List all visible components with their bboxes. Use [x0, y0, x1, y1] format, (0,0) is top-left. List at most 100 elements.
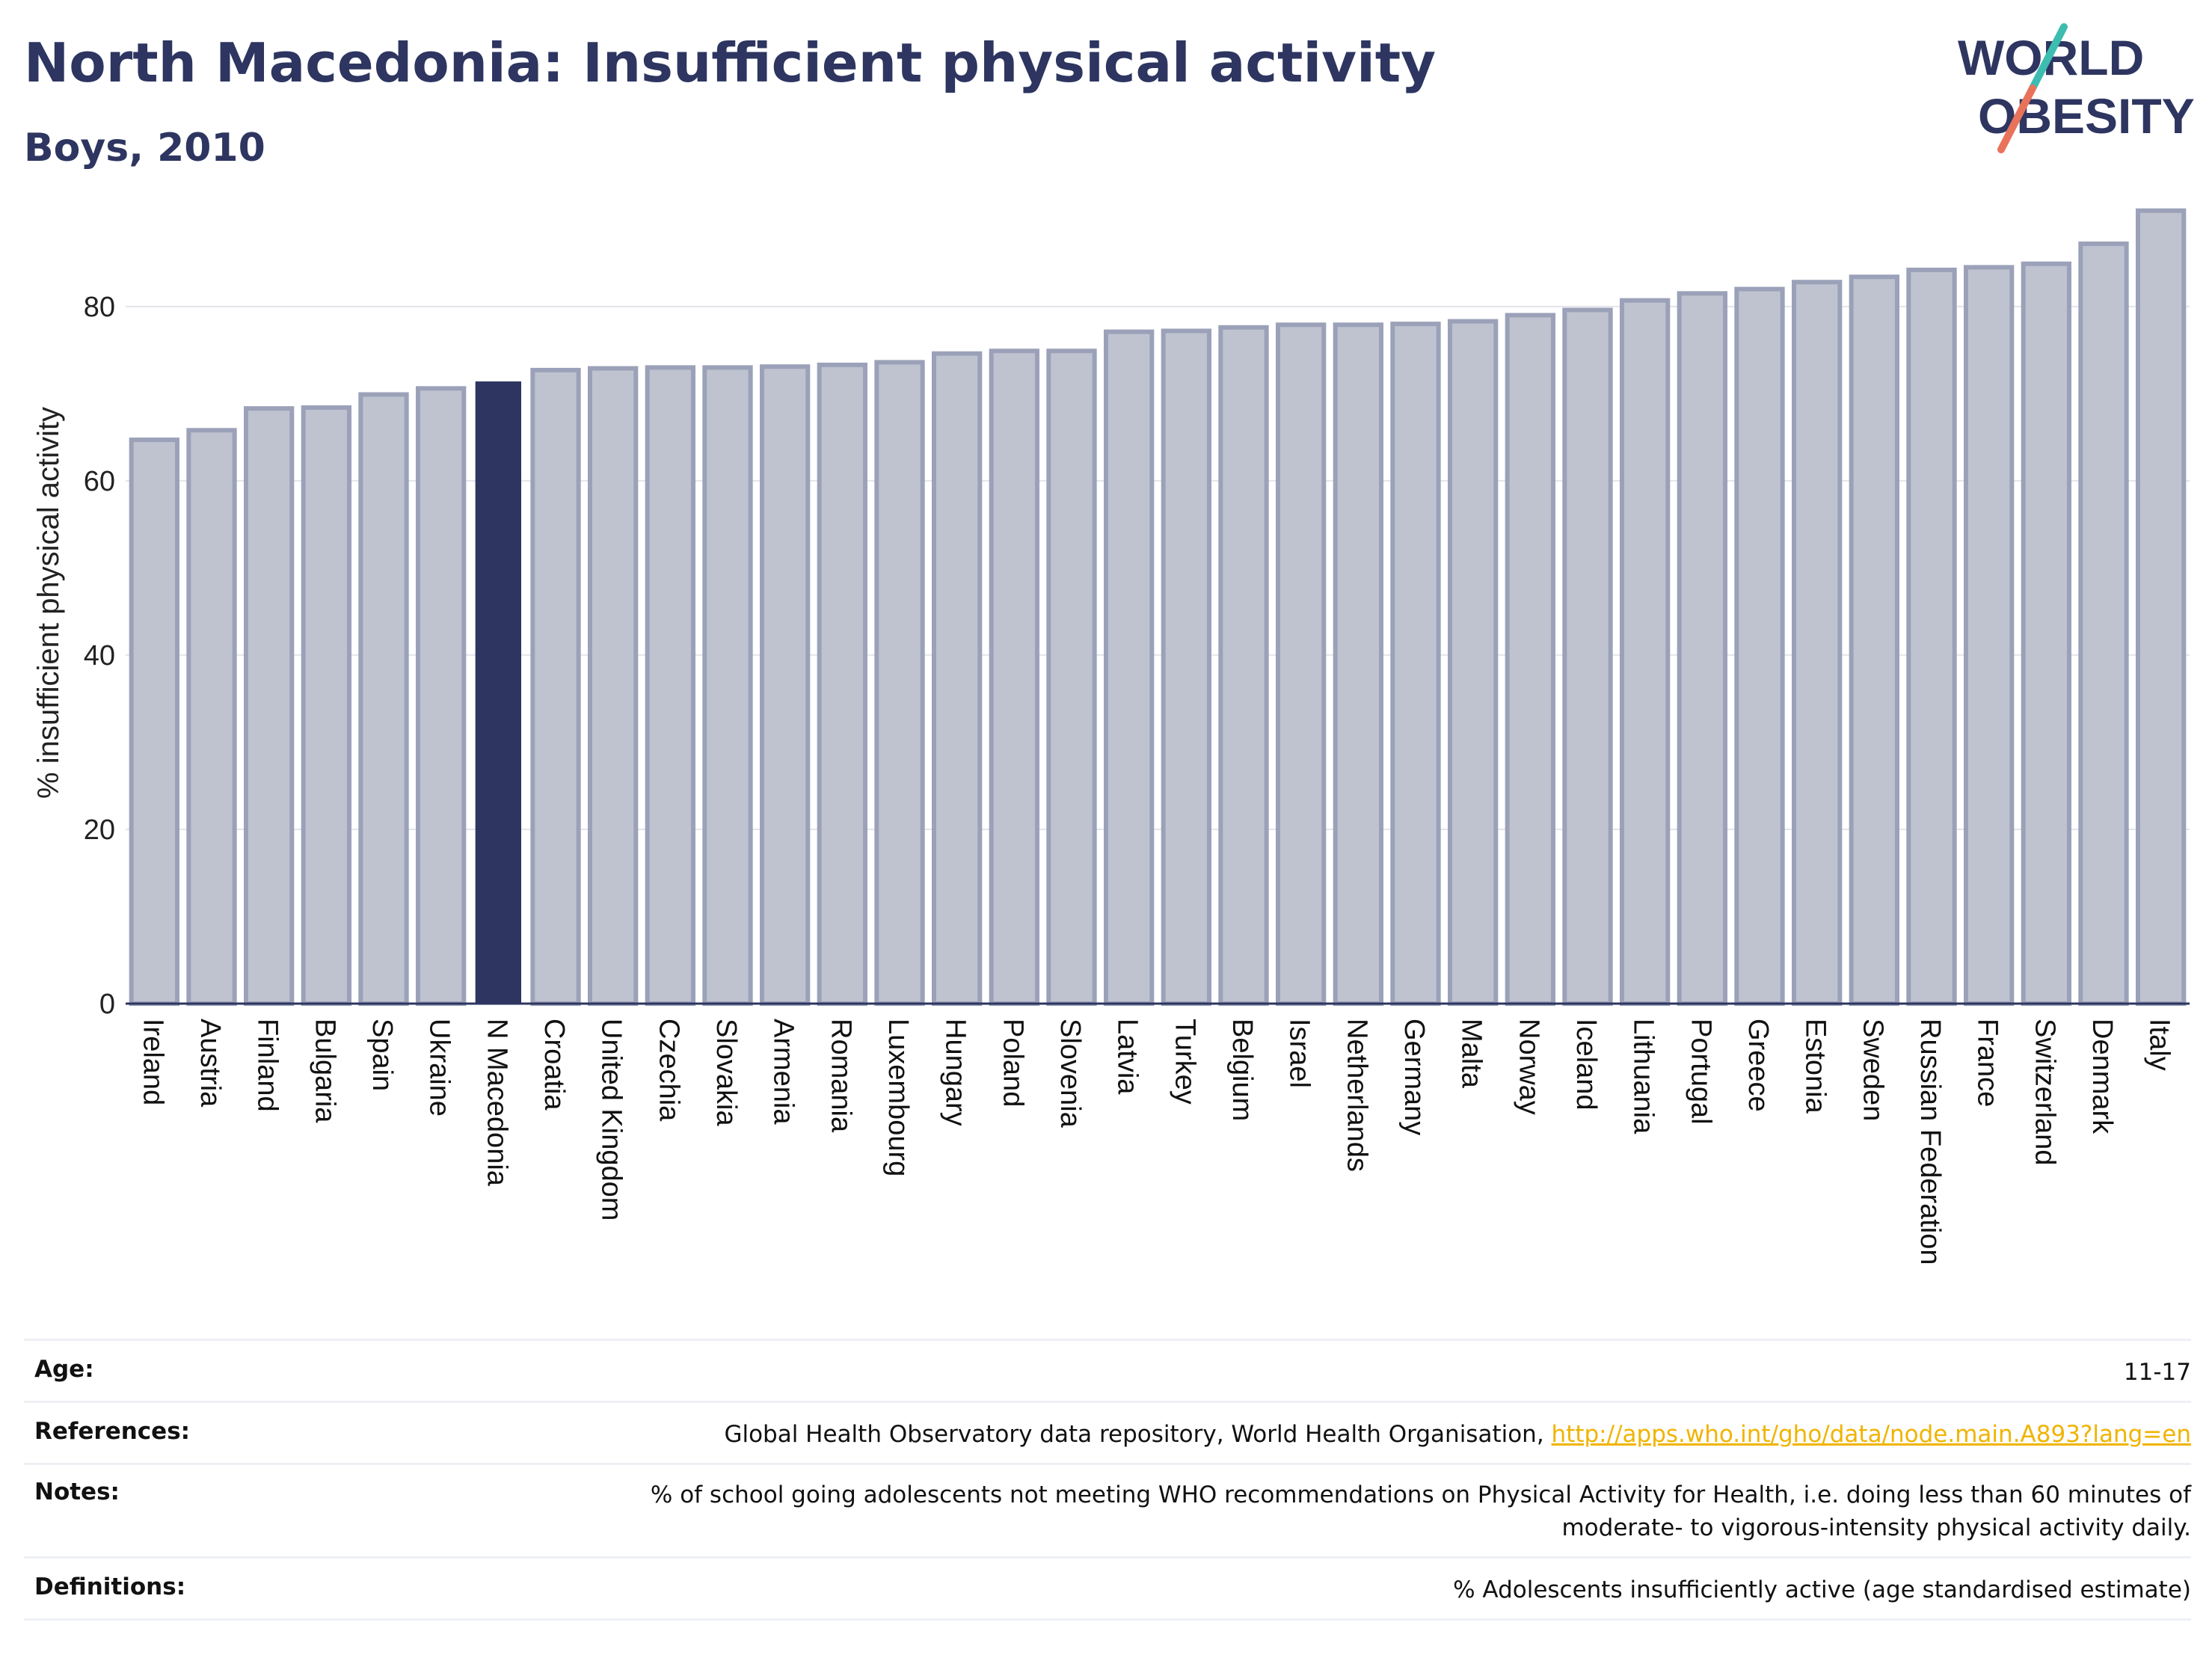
bar	[2078, 241, 2129, 1006]
meta-row-references: References: Global Health Observatory da…	[24, 1401, 2191, 1463]
references-text: Global Health Observatory data repositor…	[724, 1421, 1552, 1448]
bar	[1104, 329, 1155, 1007]
x-tick-label: Hungary	[940, 1019, 971, 1126]
x-tick-label: Romania	[825, 1019, 856, 1133]
x-tick-label: Armenia	[768, 1019, 799, 1125]
gridlines	[126, 305, 2190, 830]
bar	[1161, 328, 1211, 1007]
x-tick-label: Lithuania	[1628, 1019, 1659, 1134]
bar	[874, 360, 925, 1006]
x-tick-label: Austria	[194, 1019, 226, 1108]
bar	[1677, 291, 1728, 1006]
bar	[702, 365, 753, 1006]
bar	[1276, 322, 1327, 1006]
bar	[1792, 280, 1843, 1006]
logo-obesity-text: OBESITY	[1978, 88, 2195, 144]
notes-value: % of school going adolescents not meetin…	[650, 1481, 2191, 1541]
x-tick-label: Ukraine	[424, 1019, 455, 1117]
world-obesity-logo: WORLD OBESITY	[1958, 23, 2195, 153]
bars	[129, 208, 2187, 1007]
bar	[1505, 313, 1555, 1006]
bar	[1620, 298, 1671, 1006]
x-tick-label: Spain	[366, 1019, 398, 1091]
x-tick-label: Malta	[1456, 1019, 1487, 1089]
references-link[interactable]: http://apps.who.int/gho/data/node.main.A…	[1551, 1421, 2191, 1448]
tick-labels: 0 20 40 60 80 Ireland Austria Finland Bulgaria Sp…	[84, 292, 2175, 1265]
x-tick-label: Luxembourg	[882, 1019, 914, 1176]
bar	[2021, 261, 2072, 1007]
x-tick-label: Estonia	[1800, 1019, 1831, 1114]
x-tick-label: Croatia	[538, 1019, 570, 1111]
bar	[817, 362, 867, 1007]
bar-chart: 0 20 40 60 80 Ireland Austria Finland Bulgaria Sp…	[32, 208, 2190, 1265]
x-tick-label: Germany	[1398, 1019, 1430, 1135]
bar	[989, 348, 1039, 1006]
x-tick-label: Greece	[1742, 1019, 1774, 1112]
x-tick-label: Portugal	[1685, 1019, 1716, 1125]
x-tick-label: Sweden	[1857, 1019, 1888, 1121]
bar	[1448, 319, 1499, 1007]
y-tick-label: 60	[84, 466, 115, 497]
logo-coral-slash	[1997, 85, 2036, 153]
bar	[932, 351, 983, 1007]
chart-title: North Macedonia: Insufficient physical a…	[24, 31, 1437, 94]
bar	[1390, 322, 1441, 1006]
bar	[301, 405, 351, 1006]
bar-highlighted	[475, 381, 521, 1004]
bar	[760, 364, 811, 1006]
y-tick-label: 0	[99, 989, 115, 1020]
bar	[1333, 322, 1383, 1006]
bar	[186, 428, 237, 1006]
logo-teal-slash	[2029, 23, 2068, 92]
meta-row-age: Age: 11-17	[24, 1339, 2191, 1401]
bar	[1964, 265, 2015, 1006]
x-tick-label: Netherlands	[1341, 1019, 1372, 1172]
x-tick-label: Russian Federation	[1914, 1019, 1946, 1265]
bar	[588, 366, 639, 1006]
x-tick-label: Israel	[1284, 1019, 1315, 1088]
x-tick-label: United Kingdom	[596, 1019, 627, 1220]
x-tick-label: Poland	[997, 1019, 1028, 1107]
definitions-value: % Adolescents insufficiently active (age…	[1453, 1576, 2191, 1603]
x-tick-label: Turkey	[1169, 1019, 1200, 1105]
notes-label: Notes:	[34, 1479, 120, 1505]
x-tick-label: Ireland	[137, 1019, 168, 1105]
x-tick-label: Iceland	[1570, 1019, 1602, 1111]
y-tick-label: 40	[84, 640, 115, 672]
x-tick-label: Switzerland	[2029, 1019, 2060, 1165]
bar	[129, 437, 180, 1006]
y-tick-label: 20	[84, 814, 115, 846]
bar	[1849, 274, 1900, 1007]
bar	[2136, 208, 2187, 1006]
references-value: Global Health Observatory data repositor…	[724, 1418, 2191, 1451]
bar	[1218, 325, 1269, 1006]
bar	[1046, 348, 1097, 1006]
age-label: Age:	[34, 1356, 94, 1383]
x-tick-label: Finland	[252, 1019, 283, 1112]
age-value: 11-17	[2123, 1359, 2191, 1386]
y-axis-label: % insufficient physical activity	[32, 407, 65, 799]
metadata-table: Age: 11-17 References: Global Health Obs…	[24, 1339, 2191, 1621]
x-tick-label: Italy	[2144, 1019, 2175, 1071]
x-tick-label: Bulgaria	[309, 1019, 340, 1123]
definitions-label: Definitions:	[34, 1573, 186, 1600]
x-tick-label: Norway	[1513, 1019, 1544, 1115]
x-tick-label: N Macedonia	[481, 1019, 512, 1187]
bar	[1562, 307, 1613, 1007]
x-tick-label: Latvia	[1112, 1019, 1143, 1095]
x-tick-label: France	[1972, 1019, 2003, 1107]
bar	[416, 386, 467, 1006]
chart-subtitle: Boys, 2010	[24, 126, 265, 171]
meta-row-notes: Notes: % of school going adolescents not…	[24, 1463, 2191, 1556]
meta-row-definitions: Definitions: % Adolescents insufficientl…	[24, 1556, 2191, 1621]
x-tick-label: Denmark	[2086, 1019, 2118, 1134]
x-tick-label: Slovenia	[1054, 1019, 1086, 1129]
x-tick-label: Slovakia	[710, 1019, 742, 1126]
bar	[1906, 267, 1957, 1006]
bar	[645, 365, 696, 1006]
bar	[1734, 286, 1785, 1006]
bar	[358, 392, 409, 1006]
references-label: References:	[34, 1418, 191, 1445]
bar	[244, 406, 295, 1006]
y-tick-label: 80	[84, 292, 115, 323]
